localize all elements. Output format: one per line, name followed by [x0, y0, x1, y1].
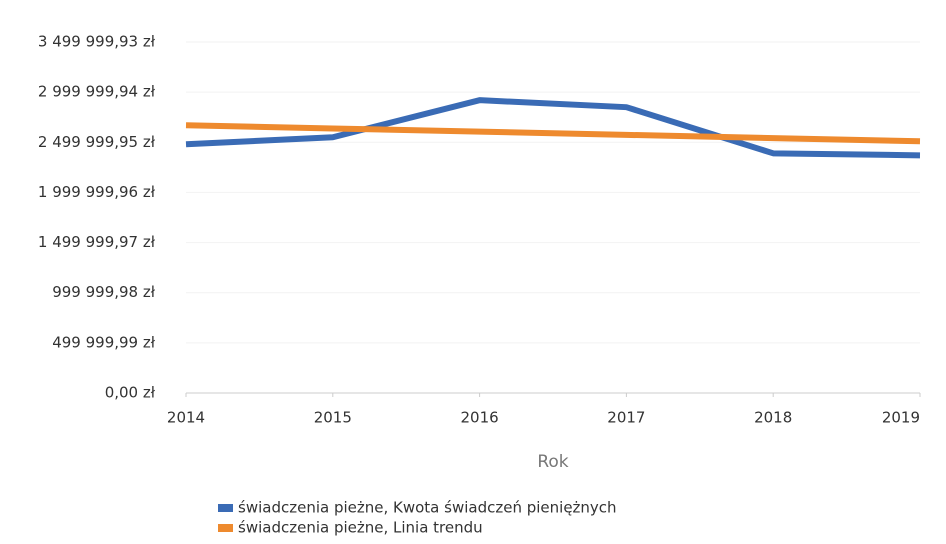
x-tick-label: 2015: [314, 409, 352, 427]
legend-swatch: [218, 504, 233, 512]
x-tick-label: 2018: [754, 409, 792, 427]
x-tick-label: 2019: [882, 409, 920, 427]
x-tick-label: 2016: [461, 409, 499, 427]
legend-swatch: [218, 524, 233, 532]
y-tick-label: 2 499 999,95 zł: [38, 133, 156, 151]
y-tick-label: 499 999,99 zł: [52, 333, 156, 351]
x-axis-label: Rok: [537, 452, 568, 472]
y-tick-label: 999 999,98 zł: [52, 283, 156, 301]
x-tick-label: 2014: [167, 409, 205, 427]
series-line: [185, 97, 921, 159]
x-tick-label: 2017: [607, 409, 645, 427]
y-tick-label: 0,00 zł: [105, 384, 156, 402]
y-tick-label: 1 999 999,96 zł: [38, 183, 156, 201]
y-tick-label: 3 499 999,93 zł: [38, 33, 156, 51]
legend-label: świadczenia pieżne, Kwota świadczeń pien…: [238, 499, 617, 517]
series-line: [185, 122, 921, 145]
y-tick-label: 2 999 999,94 zł: [38, 83, 156, 101]
legend-label: świadczenia pieżne, Linia trendu: [238, 519, 483, 537]
y-tick-label: 1 499 999,97 zł: [38, 233, 156, 251]
